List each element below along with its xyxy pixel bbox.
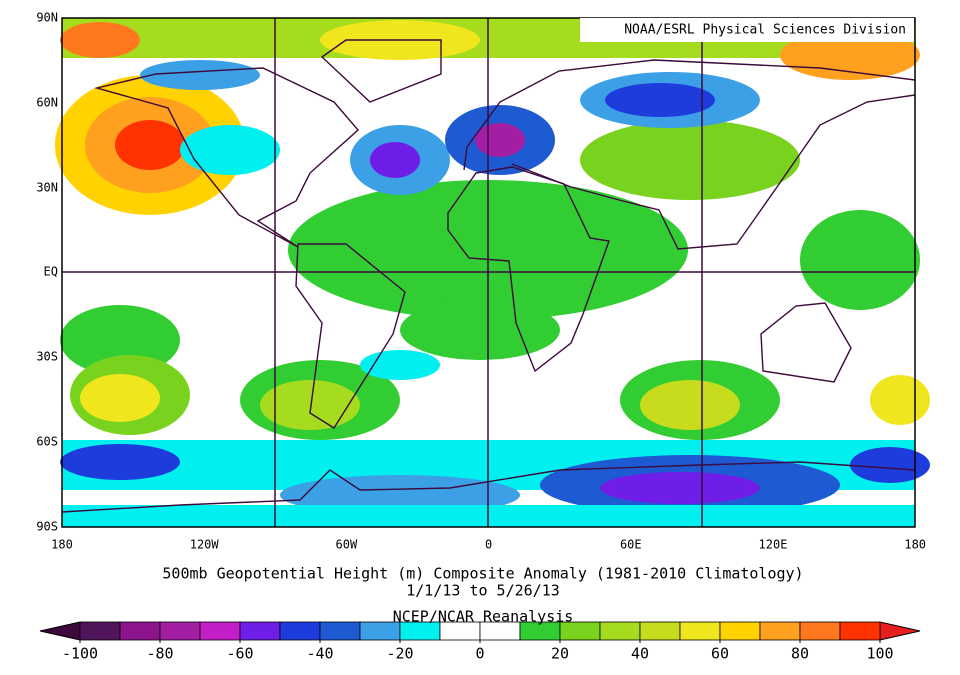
lat-label: EQ (44, 265, 58, 279)
lon-label: 0 (485, 538, 492, 552)
colorbar-box (719, 621, 761, 641)
colorbar-label: 20 (551, 645, 569, 663)
title: 500mb Geopotential Height (m) Composite … (162, 565, 803, 583)
colorbar-box (839, 621, 881, 641)
lon-label: 60W (336, 538, 358, 552)
lat-label: 30N (36, 181, 58, 195)
colorbar-label: -40 (306, 645, 333, 663)
source: NOAA/ESRL Physical Sciences Division (624, 23, 906, 38)
lon-label: 180 (904, 538, 926, 552)
lon-label: 180 (51, 538, 73, 552)
colorbar-box (679, 621, 721, 641)
colorbar-label: -100 (62, 645, 98, 663)
colorbar: -100 -80 -60 -40 -20 0 20 40 60 80 100 (39, 621, 921, 663)
colorbar-box (639, 621, 681, 641)
colorbar-label: 60 (711, 645, 729, 663)
lat-label: 90N (36, 11, 58, 25)
colorbar-box (239, 621, 281, 641)
colorbar-label: -80 (146, 645, 173, 663)
lat-label: 60N (36, 96, 58, 110)
colorbar-label: 100 (866, 645, 893, 663)
colorbar-box (159, 621, 201, 641)
colorbar-label: -60 (226, 645, 253, 663)
colorbar-box (199, 621, 241, 641)
lat-label: 30S (36, 350, 58, 364)
colorbar-label: 0 (475, 645, 484, 663)
colorbar-box (279, 621, 321, 641)
colorbar-box (319, 621, 361, 641)
colorbar-box (119, 621, 161, 641)
coastlines (61, 39, 916, 513)
colorbar-low (39, 621, 81, 641)
subtitle: 1/1/13 to 5/26/13 (406, 582, 560, 600)
map-grid (62, 18, 915, 527)
colorbar-label: 40 (631, 645, 649, 663)
lat-label: 60S (36, 435, 58, 449)
map-frame (61, 17, 916, 528)
credit: NCEP/NCAR Reanalysis (393, 608, 574, 626)
colorbar-label: 80 (791, 645, 809, 663)
lon-label: 120W (190, 538, 220, 552)
colorbar-high (879, 621, 921, 641)
lat-label: 90S (36, 520, 58, 534)
source-box (580, 18, 914, 42)
lon-label: 120E (759, 538, 788, 552)
colorbar-label: -20 (386, 645, 413, 663)
colorbar-box (759, 621, 801, 641)
colorbar-box (599, 621, 641, 641)
colorbar-box (79, 621, 121, 641)
lon-label: 60E (620, 538, 642, 552)
colorbar-box (799, 621, 841, 641)
